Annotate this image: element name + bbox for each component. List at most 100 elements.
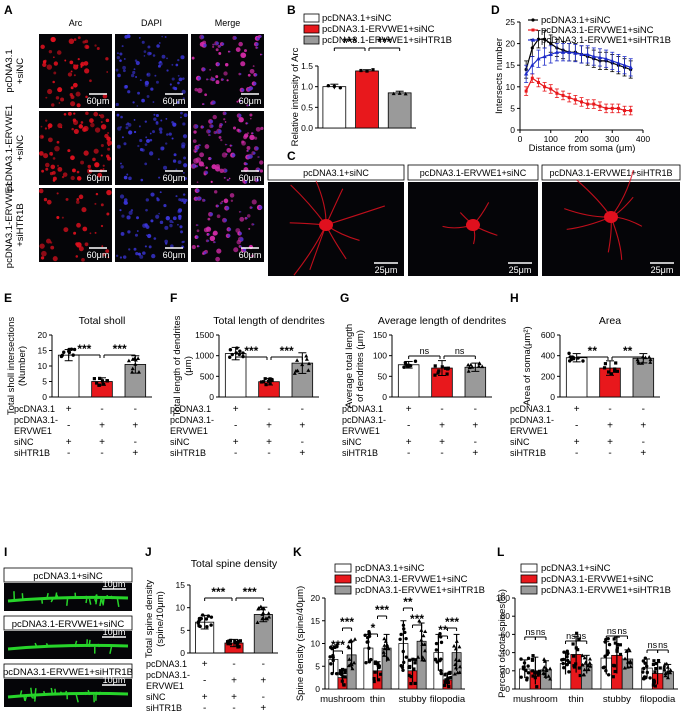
cell-signal [164, 225, 169, 230]
image-label: pcDNA3.1-ERVWE1+siHTR1B [3, 667, 133, 678]
legend-label: pcDNA3.1-ERVWE1+siHTR1B [541, 585, 671, 596]
cell-signal [57, 164, 60, 167]
cell-signal [143, 50, 147, 53]
cell-signal [56, 140, 60, 144]
cell-signal [215, 41, 219, 45]
cell-signal [155, 120, 159, 124]
cell-signal [239, 100, 242, 102]
cell-signal [51, 103, 55, 107]
cell-signal [92, 157, 96, 162]
data-point [420, 655, 425, 659]
treatment-label: pcDNA3.1- [342, 415, 386, 425]
cell-signal [258, 205, 263, 210]
data-point [443, 680, 448, 684]
significance-label: *** [113, 342, 127, 356]
cell-signal [225, 177, 227, 179]
treatment-sign: + [640, 421, 646, 432]
cell-signal [60, 97, 65, 102]
cell-signal [203, 227, 209, 233]
data-point [574, 662, 578, 666]
data-point [480, 364, 485, 369]
data-point [653, 684, 657, 688]
cell-signal [210, 78, 213, 81]
cell-signal [240, 245, 242, 248]
spine [116, 598, 120, 607]
data-point [537, 671, 541, 675]
cell-signal [260, 126, 264, 131]
cell-signal [145, 208, 148, 212]
data-point [576, 648, 580, 652]
cell-signal [238, 210, 241, 213]
cell-signal [120, 232, 125, 236]
cell-signal [179, 225, 183, 229]
data-point [581, 359, 585, 363]
chart-title: Average length of dendrites [378, 315, 506, 327]
cell-signal [45, 96, 48, 99]
cell-signal [216, 248, 222, 254]
y-tick-label: 100 [373, 351, 387, 361]
data-point [238, 639, 243, 643]
treatment-sign: - [203, 703, 206, 714]
data-point [604, 669, 608, 673]
cell-signal [161, 35, 163, 38]
cell-signal [115, 102, 119, 107]
data-point [359, 68, 363, 73]
cell-signal [224, 169, 228, 173]
soma [466, 219, 480, 231]
data-point [433, 364, 437, 368]
data-point [614, 361, 618, 365]
cell-signal [123, 175, 128, 180]
y-tick-label: 600 [541, 330, 555, 340]
cell-signal [247, 104, 250, 107]
cell-signal [85, 111, 89, 115]
data-point [409, 674, 413, 679]
cell-signal [119, 162, 122, 165]
cell-signal [180, 55, 185, 60]
data-point [343, 668, 347, 672]
data-point [261, 611, 266, 615]
cell-signal [139, 79, 142, 82]
cell-signal [203, 103, 205, 105]
data-point [656, 658, 661, 663]
cell-signal [130, 209, 134, 212]
spine [98, 691, 102, 696]
data-point [580, 653, 585, 658]
data-point [206, 614, 211, 618]
cell-signal [144, 143, 148, 146]
cell-signal [204, 144, 210, 149]
data-point [572, 654, 576, 658]
data-point [531, 654, 535, 658]
cell-signal [93, 148, 99, 154]
cell-signal [233, 247, 239, 253]
data-point [452, 671, 457, 676]
scale-bar-label: 60μm [239, 250, 262, 260]
data-point [643, 661, 647, 665]
cell-signal [246, 155, 251, 159]
y-tick-label: 5 [42, 377, 47, 387]
cell-signal [100, 203, 104, 207]
row-label: pcDNA3.1-ERVWE1 [4, 105, 15, 191]
data-point [652, 678, 656, 682]
data-point [662, 663, 667, 668]
treatment-sign: - [232, 659, 235, 670]
cell-signal [105, 57, 109, 61]
cell-signal [84, 68, 90, 74]
cell-signal [47, 88, 53, 95]
cell-signal [73, 38, 77, 42]
treatment-sign: - [301, 437, 304, 448]
y-axis-label: Relative intensity of Arc [290, 47, 301, 146]
cell-signal [128, 176, 132, 181]
treatment-sign: + [260, 676, 266, 687]
y-tick-label: 25 [506, 17, 516, 27]
significance-label: ** [438, 623, 448, 637]
significance-label: *** [410, 612, 424, 626]
cell-signal [56, 192, 59, 195]
cell-signal [215, 256, 221, 262]
data-point [136, 356, 141, 361]
significance-label: *** [377, 35, 391, 49]
data-point [542, 671, 547, 676]
data-point [105, 379, 109, 383]
data-point [258, 604, 263, 609]
legend-swatch [303, 35, 320, 45]
